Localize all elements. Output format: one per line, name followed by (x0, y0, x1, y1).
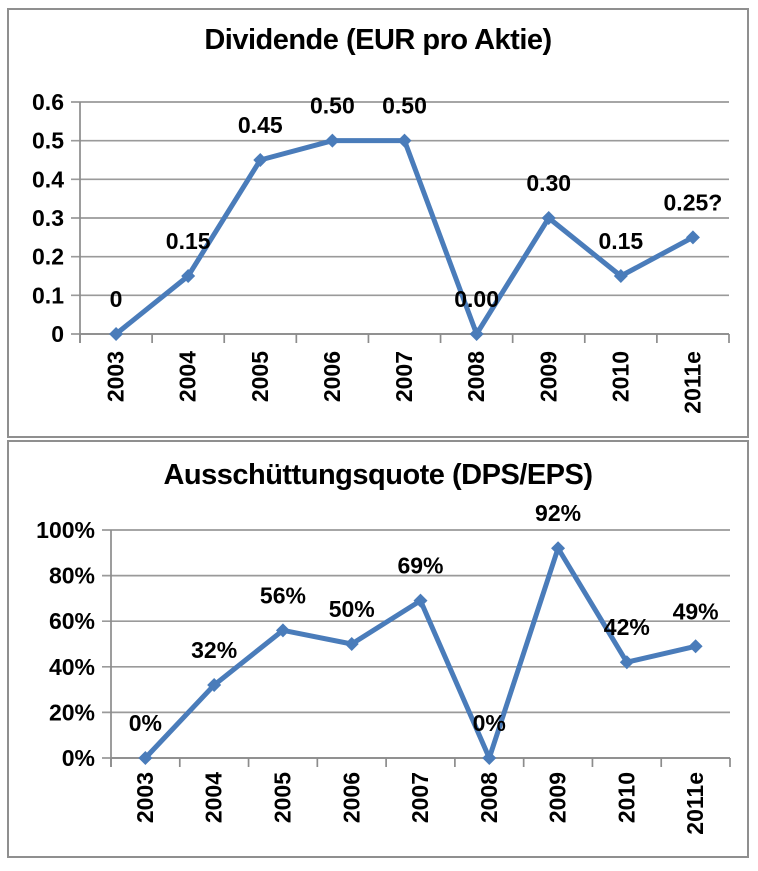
data-point-label: 0 (110, 286, 123, 312)
data-point-marker (613, 269, 628, 283)
payout-chart-title: Ausschüttungsquote (DPS/EPS) (163, 459, 593, 491)
data-point-label: 0% (129, 710, 162, 736)
x-tick-label: 2005 (270, 772, 296, 823)
x-tick-label: 2006 (338, 772, 364, 823)
data-point-label: 0.30 (526, 170, 571, 196)
data-point-marker (397, 133, 412, 148)
data-point-label: 32% (191, 637, 237, 663)
x-tick-label: 2007 (391, 351, 417, 402)
x-tick-label: 2004 (175, 351, 201, 402)
y-tick-label: 0 (51, 321, 64, 347)
data-point-marker (344, 637, 359, 651)
x-tick-label: 2006 (319, 351, 345, 402)
y-tick-label: 0.5 (32, 128, 64, 154)
y-tick-label: 0.3 (32, 205, 64, 231)
y-tick-label: 80% (49, 563, 95, 589)
dividend-chart-panel: Dividende (EUR pro Aktie) 0 0.1 0.2 0.3 0.4 0… (7, 8, 749, 438)
x-tick-label: 2010 (613, 772, 639, 823)
data-point-label: 0.50 (310, 93, 355, 119)
data-point-marker (482, 751, 497, 765)
y-tick-label: 0.6 (32, 89, 64, 115)
y-tick-label: 40% (49, 654, 95, 680)
data-point-label: 0.15 (166, 228, 211, 254)
dividend-chart-title: Dividende (EUR pro Aktie) (204, 24, 552, 56)
data-point-marker (207, 678, 222, 693)
x-tick-label: 2008 (476, 772, 502, 823)
data-point-marker (619, 655, 634, 670)
y-tick-label: 100% (36, 517, 95, 543)
y-tick-label: 0.2 (32, 244, 64, 270)
x-tick-label: 2004 (201, 772, 227, 823)
data-point-marker (325, 133, 340, 148)
data-point-label: 69% (397, 553, 443, 579)
data-point-marker (138, 751, 153, 765)
x-tick-label: 2009 (535, 351, 561, 402)
x-tick-label: 2003 (132, 772, 158, 823)
y-tick-label: 0.1 (32, 282, 64, 308)
data-point-label: 0.45 (238, 112, 283, 138)
y-tick-label: 0.4 (32, 166, 64, 192)
x-tick-label: 2011e (682, 772, 708, 835)
data-point-label: 42% (604, 614, 650, 640)
data-point-marker (469, 327, 484, 341)
data-point-label: 50% (329, 596, 375, 622)
payout-chart-panel: Ausschüttungsquote (DPS/EPS) 0% 20% 40% 60%… (7, 440, 749, 858)
x-tick-label: 2007 (407, 772, 433, 823)
data-point-marker (551, 541, 566, 556)
x-tick-label: 2011e (680, 351, 706, 414)
x-tick-label: 2003 (103, 351, 129, 402)
payout-chart-plot: 0% 20% 40% 60% 80% 100% 2003 2004 2005 2006 2007 20… (36, 500, 731, 835)
data-point-label: 0% (473, 710, 506, 736)
y-tick-label: 0% (62, 745, 95, 771)
data-point-label: 92% (535, 500, 581, 526)
x-tick-label: 2005 (247, 351, 273, 402)
data-point-marker (413, 593, 428, 608)
data-point-marker (253, 153, 268, 167)
data-point-label: 56% (260, 582, 306, 608)
data-point-label: 0.25? (664, 189, 723, 215)
data-point-label: 0.00 (454, 286, 499, 312)
y-tick-label: 60% (49, 608, 95, 634)
data-point-marker (688, 639, 703, 654)
x-tick-label: 2008 (463, 351, 489, 402)
data-point-label: 0.15 (598, 228, 643, 254)
data-point-label: 49% (673, 598, 719, 624)
dividend-chart-plot: 0 0.1 0.2 0.3 0.4 0.5 0.6 2003 2004 2005 2006 2007 2… (32, 89, 730, 414)
data-point-marker (181, 269, 196, 283)
data-point-marker (685, 230, 700, 245)
data-point-label: 0.50 (382, 93, 427, 119)
y-tick-label: 20% (49, 699, 95, 725)
data-point-marker (109, 327, 124, 341)
x-tick-label: 2010 (607, 351, 633, 402)
data-point-marker (541, 211, 556, 225)
data-point-marker (275, 623, 290, 638)
x-tick-label: 2009 (545, 772, 571, 823)
